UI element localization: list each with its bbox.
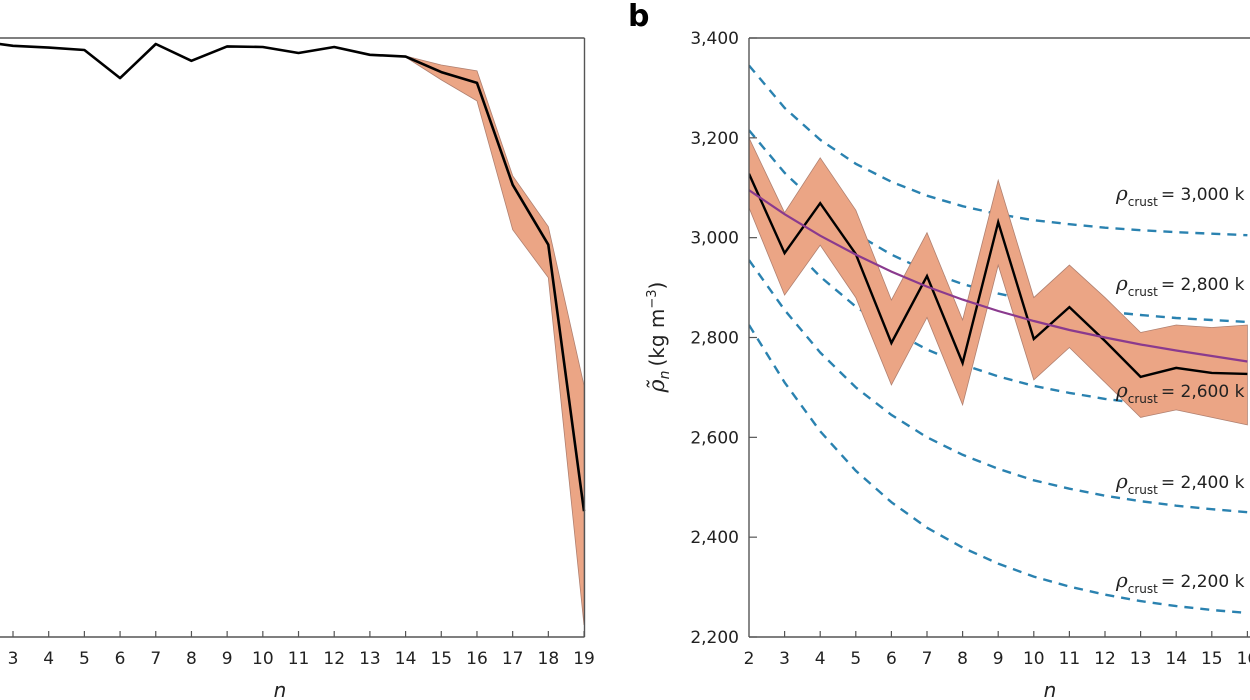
x-tick-label: 14 bbox=[1165, 649, 1187, 669]
y-tick-label: 2,800 bbox=[690, 329, 739, 349]
reference-curve-3000 bbox=[749, 64, 1248, 237]
x-tick-label: 18 bbox=[538, 649, 560, 669]
reference-curve-2200 bbox=[749, 324, 1248, 615]
x-tick-label: 2 bbox=[744, 649, 755, 669]
x-tick-label: 16 bbox=[466, 649, 488, 669]
panel-a-x-ticks: 3 4 5 6 7 8 9 10 11 12 13 14 15 16 17 18 19 bbox=[8, 631, 595, 669]
x-tick-label: 17 bbox=[502, 649, 524, 669]
x-tick-label: 15 bbox=[430, 649, 452, 669]
crust-subscript: crust bbox=[1128, 483, 1158, 497]
y-tick-label: 2,400 bbox=[690, 528, 739, 548]
x-tick-label: 16 bbox=[1237, 649, 1250, 669]
x-tick-label: 3 bbox=[8, 649, 19, 669]
x-tick-label: 7 bbox=[150, 649, 161, 669]
panel-a-uncertainty-band bbox=[0, 43, 585, 626]
rho-symbol: ρ bbox=[1115, 469, 1128, 493]
crust-subscript: crust bbox=[1128, 285, 1158, 299]
rho-symbol: ρ bbox=[1115, 271, 1128, 295]
estimate-line bbox=[0, 42, 586, 512]
panel-a: 3 4 5 6 7 8 9 10 11 12 13 14 15 16 17 18 19 n bbox=[0, 37, 595, 700]
density-value-text: = 2,400 k bbox=[1161, 473, 1245, 493]
rho-symbol: ρ bbox=[1115, 181, 1128, 205]
y-tick-label: 3,000 bbox=[690, 229, 739, 249]
ylabel-symbol: ρ̃ bbox=[645, 379, 670, 393]
panel-a-axes bbox=[0, 37, 586, 638]
panel-b-y-ticks: 2,200 2,400 2,600 2,800 3,000 3,200 3,400 bbox=[690, 29, 757, 648]
ylabel-close: ) bbox=[645, 282, 669, 290]
x-tick-label: 9 bbox=[222, 649, 233, 669]
x-tick-label: 10 bbox=[1023, 649, 1045, 669]
svg-text:ρ̃n(kg m−3): ρ̃n (kg m−3) bbox=[645, 282, 673, 394]
uncertainty-band bbox=[749, 137, 1248, 426]
x-tick-label: 6 bbox=[115, 649, 126, 669]
y-tick-label: 2,600 bbox=[690, 428, 739, 448]
panel-b-x-ticks: 2 3 4 5 6 7 8 9 10 11 12 13 14 15 16 bbox=[744, 631, 1250, 669]
crust-density-label: ρcrust = 2,800 k bbox=[1115, 271, 1245, 299]
uncertainty-band bbox=[0, 43, 585, 626]
x-tick-label: 11 bbox=[1059, 649, 1081, 669]
density-value-text: = 2,200 k bbox=[1161, 572, 1245, 592]
ylabel-unit: (kg m bbox=[645, 309, 669, 367]
x-tick-label: 13 bbox=[1130, 649, 1152, 669]
panel-b-x-axis-title: n bbox=[1044, 678, 1057, 700]
y-tick-label: 3,400 bbox=[690, 29, 739, 49]
y-tick-label: 2,200 bbox=[690, 628, 739, 648]
density-value-text: = 2,600 k bbox=[1161, 382, 1245, 402]
panel-b-uncertainty-band bbox=[749, 137, 1248, 426]
x-tick-label: 6 bbox=[886, 649, 897, 669]
estimate-line bbox=[749, 173, 1248, 379]
x-tick-label: 12 bbox=[323, 649, 345, 669]
density-value-text: = 3,000 k bbox=[1161, 185, 1245, 205]
reference-curve-2400 bbox=[749, 259, 1248, 514]
panel-a-lines bbox=[0, 42, 586, 512]
x-tick-label: 8 bbox=[186, 649, 197, 669]
fit-curve bbox=[749, 189, 1248, 363]
crust-density-label: ρcrust = 3,000 k bbox=[1115, 181, 1245, 209]
rho-symbol: ρ bbox=[1115, 568, 1128, 592]
rho-symbol: ρ bbox=[1115, 378, 1128, 402]
x-tick-label: 4 bbox=[815, 649, 826, 669]
panel-a-x-axis-title: n bbox=[274, 678, 287, 700]
crust-subscript: crust bbox=[1128, 582, 1158, 596]
density-value-text: = 2,800 k bbox=[1161, 275, 1245, 295]
x-tick-label: 7 bbox=[922, 649, 933, 669]
x-tick-label: 3 bbox=[779, 649, 790, 669]
x-tick-label: 5 bbox=[850, 649, 861, 669]
x-tick-label: 4 bbox=[43, 649, 54, 669]
ylabel-exponent: −3 bbox=[645, 289, 660, 308]
y-tick-label: 3,200 bbox=[690, 129, 739, 149]
x-tick-label: 5 bbox=[79, 649, 90, 669]
x-tick-label: 14 bbox=[395, 649, 417, 669]
ylabel-subscript: n bbox=[657, 371, 673, 380]
x-tick-label: 9 bbox=[993, 649, 1004, 669]
panel-b-letter: b bbox=[628, 0, 649, 34]
crust-subscript: crust bbox=[1128, 195, 1158, 209]
x-tick-label: 13 bbox=[359, 649, 381, 669]
x-tick-label: 19 bbox=[573, 649, 595, 669]
x-tick-label: 8 bbox=[957, 649, 968, 669]
x-tick-label: 12 bbox=[1094, 649, 1116, 669]
crust-density-label: ρcrust = 2,400 k bbox=[1115, 469, 1245, 497]
panel-b-lines bbox=[749, 173, 1248, 379]
x-tick-label: 10 bbox=[252, 649, 274, 669]
crust-density-label: ρcrust = 2,600 k bbox=[1115, 378, 1245, 406]
x-tick-label: 11 bbox=[288, 649, 310, 669]
crust-density-label: ρcrust = 2,200 k bbox=[1115, 568, 1245, 596]
x-tick-label: 15 bbox=[1201, 649, 1223, 669]
crust-subscript: crust bbox=[1128, 392, 1158, 406]
panel-b-y-axis-title: ρ̃n (kg m−3) bbox=[645, 282, 673, 394]
